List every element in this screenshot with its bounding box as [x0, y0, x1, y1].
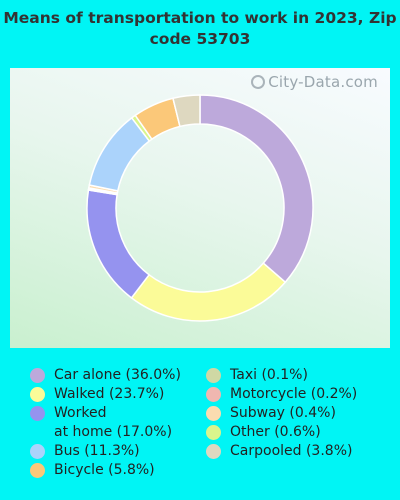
- legend-swatch: [30, 444, 45, 459]
- legend-swatch: [206, 444, 221, 459]
- legend-item: Motorcycle (0.2%): [206, 385, 357, 404]
- legend-label: Car alone (36.0%): [54, 367, 181, 383]
- legend-label: Motorcycle (0.2%): [230, 386, 358, 402]
- legend-swatch: [206, 425, 221, 440]
- legend-item: Taxi (0.1%): [206, 366, 357, 385]
- legend-item: Subway (0.4%): [206, 404, 357, 423]
- legend-label: Bus (11.3%): [54, 443, 140, 459]
- legend-label: Carpooled (3.8%): [230, 443, 353, 459]
- legend-swatch: [206, 368, 221, 383]
- legend-swatch: [30, 387, 45, 402]
- watermark: City-Data.com: [251, 73, 378, 91]
- legend-label: Subway (0.4%): [230, 405, 336, 421]
- legend-item: Bicycle (5.8%): [30, 461, 181, 480]
- donut-slice-0: [199, 94, 314, 284]
- legend-swatch: [30, 368, 45, 383]
- legend-swatch: [30, 406, 45, 421]
- donut-slice-2: [86, 189, 151, 299]
- city-data-logo-icon: [251, 75, 266, 89]
- donut-slice-1: [130, 262, 287, 322]
- legend-column-left: Car alone (36.0%) Walked (23.7%) Worked at…: [30, 366, 181, 480]
- legend-swatch: [30, 463, 45, 478]
- legend-item: Other (0.6%): [206, 423, 357, 442]
- legend-item: Bus (11.3%): [30, 442, 181, 461]
- legend-label: Other (0.6%): [230, 424, 321, 440]
- legend-label: Worked at home (17.0%): [54, 405, 173, 440]
- legend-item: Car alone (36.0%): [30, 366, 181, 385]
- donut-slice-9: [172, 94, 201, 128]
- legend-item: Worked at home (17.0%): [30, 404, 181, 442]
- legend-label: Taxi (0.1%): [230, 367, 308, 383]
- legend-item: Carpooled (3.8%): [206, 442, 357, 461]
- legend-column-right: Taxi (0.1%) Motorcycle (0.2%) Subway (0.4%…: [206, 366, 357, 461]
- chart-panel: City-Data.com: [10, 68, 390, 348]
- chart-title: Means of transportation to work in 2023,…: [3, 9, 397, 48]
- legend-label: Walked (23.7%): [54, 386, 165, 402]
- legend-label: Bicycle (5.8%): [54, 462, 155, 478]
- legend-swatch: [206, 406, 221, 421]
- legend-item: Walked (23.7%): [30, 385, 181, 404]
- donut-chart: [86, 94, 314, 322]
- watermark-text: City-Data.com: [268, 73, 378, 91]
- legend-swatch: [206, 387, 221, 402]
